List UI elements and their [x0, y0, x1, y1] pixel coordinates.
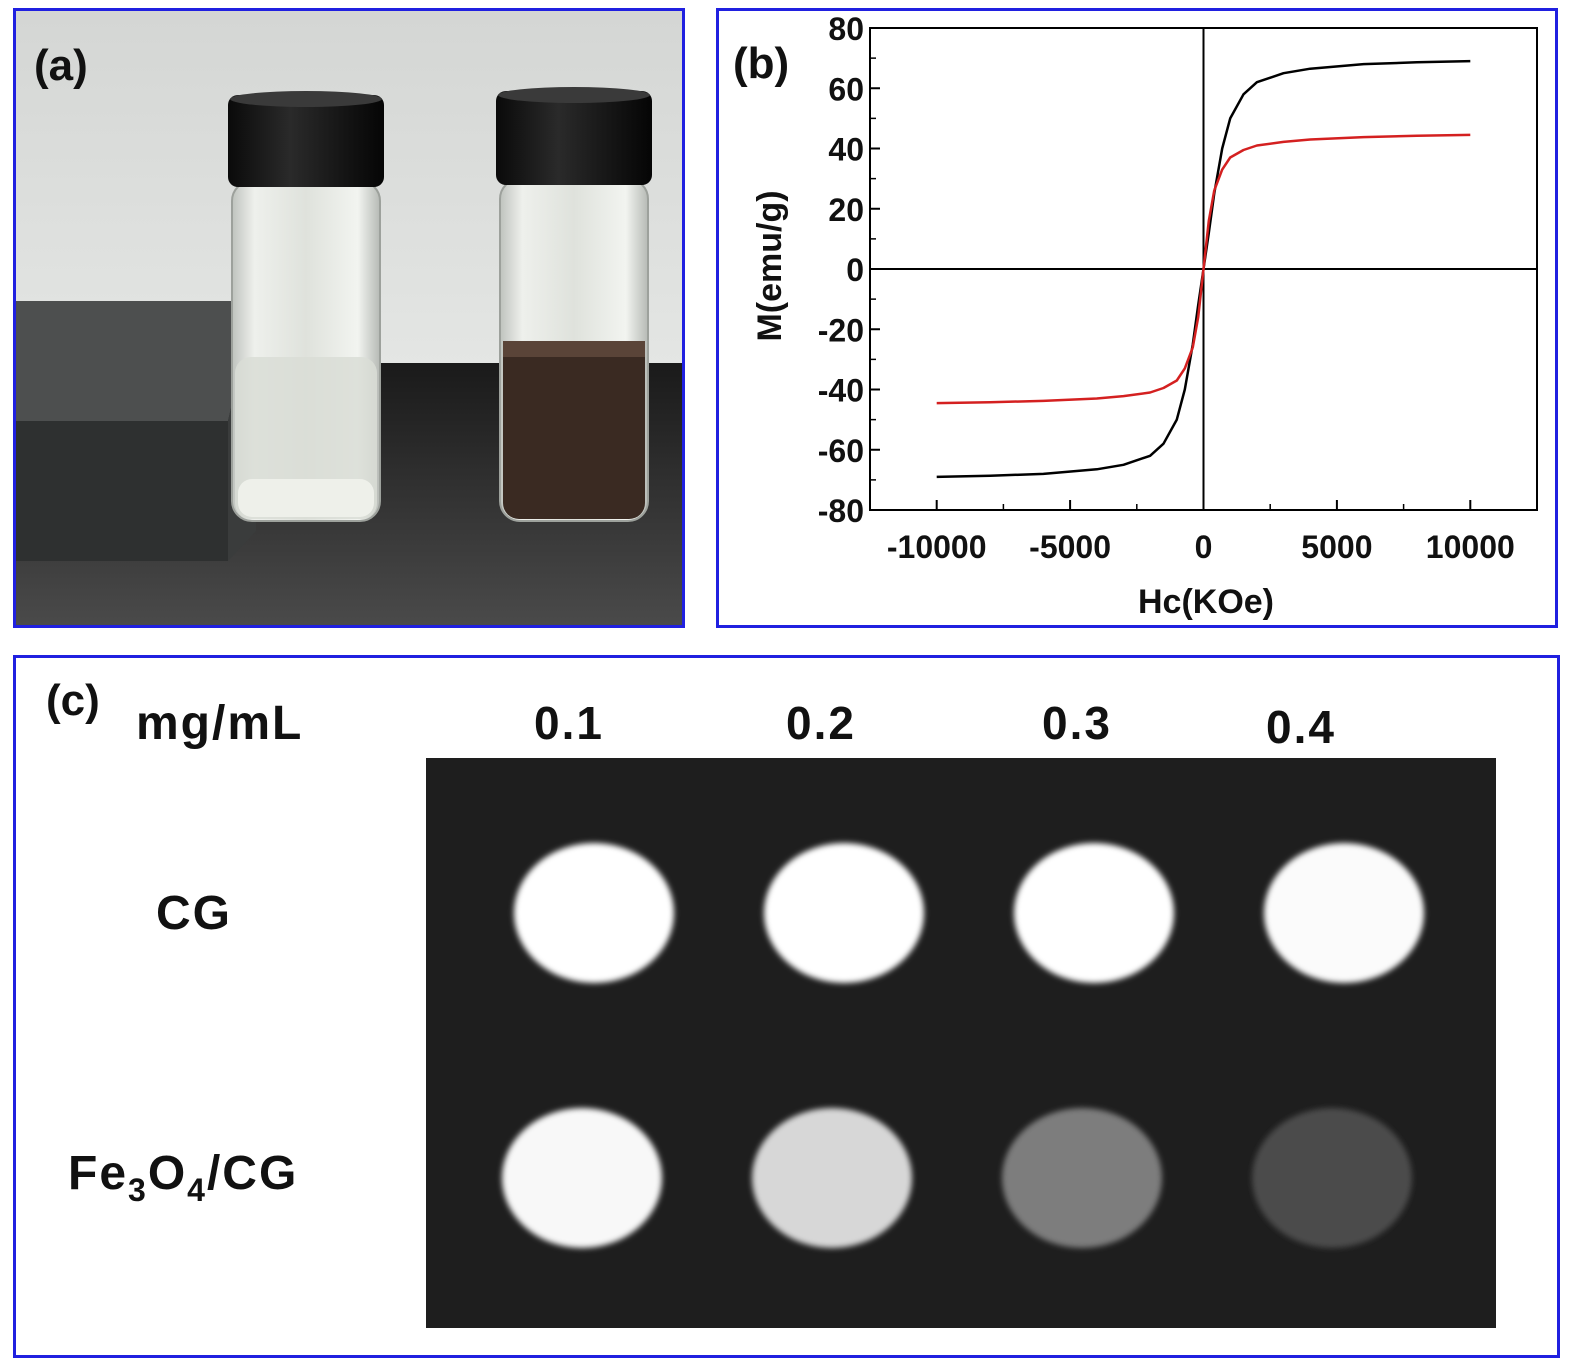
phantom-spot-r1-c2	[764, 843, 924, 983]
panel-c: (c) mg/mL 0.1 0.2 0.3 0.4 CG Fe3O4/CG	[13, 655, 1560, 1358]
x-tick-label: 5000	[1301, 529, 1372, 565]
y-tick-label: 40	[828, 132, 864, 168]
x-tick-label: 0	[1195, 529, 1213, 565]
conc-label-3: 0.3	[1042, 697, 1112, 749]
panel-b-label: (b)	[733, 39, 790, 88]
y-tick-label: 80	[828, 11, 864, 47]
vial-dark-liquid	[503, 341, 645, 519]
panel-a-label: (a)	[34, 41, 88, 90]
y-tick-label: -40	[818, 373, 864, 409]
x-tick-label: -10000	[887, 529, 987, 565]
phantom-spot-r2-c4	[1252, 1108, 1412, 1248]
panel-c-label: (c)	[46, 676, 100, 725]
panel-a: (a)	[13, 8, 685, 628]
phantom-spot-r2-c2	[752, 1108, 912, 1248]
magnet-front	[16, 421, 228, 561]
phantom-spot-r1-c4	[1264, 843, 1424, 983]
conc-label-4: 0.4	[1266, 701, 1336, 753]
x-tick-label: -5000	[1029, 529, 1111, 565]
magnetization-chart: 80 60 40 20 0 -20 -40 -60 -80 -10000 -5000 0 5000 100…	[751, 11, 1538, 621]
phantom-spot-r1-c3	[1014, 843, 1174, 983]
y-tick-label: 0	[846, 252, 864, 288]
y-tick-label: -80	[818, 493, 864, 529]
row-label-fe3o4-cg: Fe3O4/CG	[68, 1147, 299, 1208]
x-axis-label: Hc(KOe)	[1138, 583, 1274, 621]
row-label-cg: CG	[156, 887, 232, 940]
conc-label-1: 0.1	[534, 697, 604, 749]
vial-photo	[16, 11, 682, 625]
phantom-spot-r1-c1	[514, 843, 674, 983]
magnet-top	[16, 301, 256, 421]
series-line-2	[936, 133, 1471, 405]
y-tick-label: 20	[828, 192, 864, 228]
y-tick-label: -60	[818, 433, 864, 469]
phantom-spot-r2-c3	[1002, 1108, 1162, 1248]
panel-b: 80 60 40 20 0 -20 -40 -60 -80 -10000 -5000 0 5000 100…	[716, 8, 1558, 628]
vial-cap	[496, 91, 652, 185]
vial-dark	[496, 87, 652, 522]
y-tick-label: 60	[828, 71, 864, 107]
phantom-spot-r2-c1	[502, 1108, 662, 1248]
vial-clear	[228, 91, 384, 522]
y-axis-label: M(emu/g)	[751, 190, 789, 341]
x-tick-label: 10000	[1426, 529, 1515, 565]
mri-image	[426, 758, 1496, 1328]
vial-cap	[228, 95, 384, 187]
unit-label: mg/mL	[136, 697, 304, 750]
y-tick-label: -20	[818, 312, 864, 348]
conc-label-2: 0.2	[786, 697, 856, 749]
